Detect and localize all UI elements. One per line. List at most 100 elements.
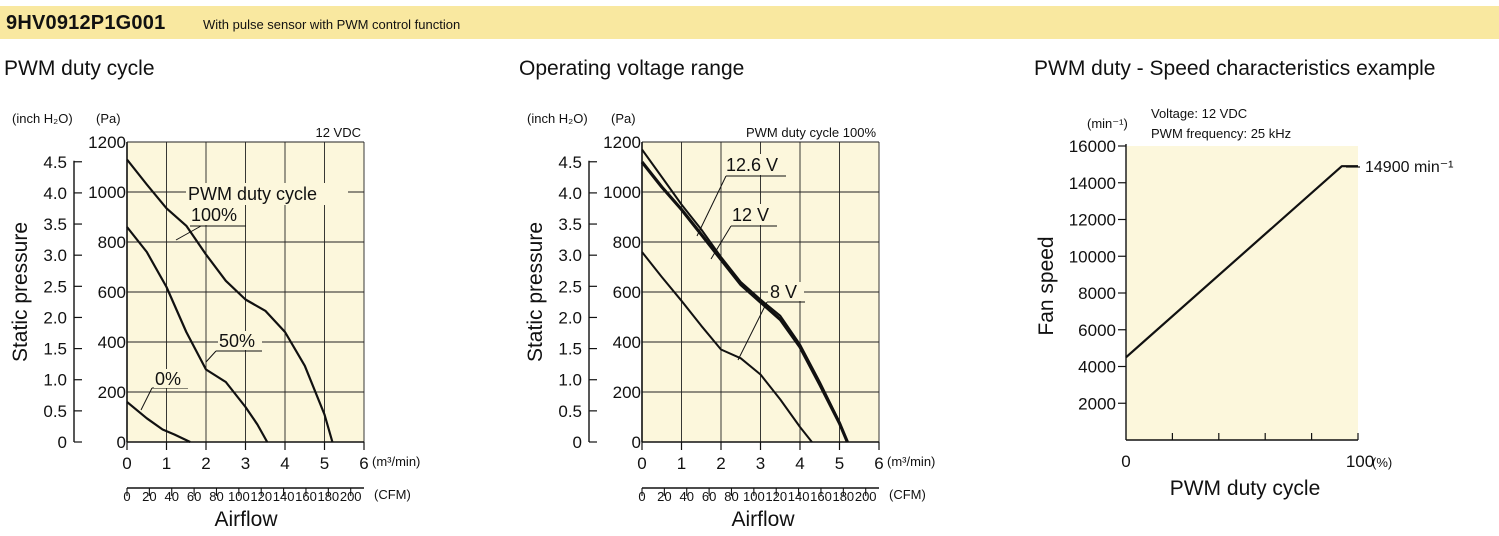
- y2-tick-label: 1.0: [558, 371, 582, 390]
- y-unit: (Pa): [611, 111, 636, 126]
- x-tick-label: 3: [241, 454, 250, 473]
- y2-tick-label: 3.5: [558, 215, 582, 234]
- x2-tick-label: 80: [209, 489, 223, 504]
- y-tick-label: 12000: [1069, 211, 1116, 230]
- y-tick-label: 4000: [1078, 358, 1116, 377]
- y-tick-label: 0: [632, 433, 641, 452]
- y-tick-label: 1200: [88, 133, 126, 152]
- pq-chart-voltage-range: 02004006008001000120000.51.01.52.02.53.0…: [524, 111, 935, 531]
- x2-tick-label: 20: [657, 489, 671, 504]
- y-unit: (min⁻¹): [1087, 116, 1128, 131]
- frequency-note: PWM frequency: 25 kHz: [1151, 126, 1291, 141]
- y2-tick-label: 3.5: [43, 215, 67, 234]
- y-tick-label: 1200: [603, 133, 641, 152]
- x2-unit: (CFM): [374, 487, 411, 502]
- voltage-note: 12 VDC: [315, 125, 361, 140]
- y-tick-label: 600: [613, 283, 641, 302]
- y-tick-label: 600: [98, 283, 126, 302]
- y-tick-label: 2000: [1078, 394, 1116, 413]
- y2-tick-label: 1.0: [43, 371, 67, 390]
- y-tick-label: 8000: [1078, 284, 1116, 303]
- x2-tick-label: 180: [832, 489, 854, 504]
- x2-tick-label: 0: [123, 489, 130, 504]
- y-tick-label: 14000: [1069, 174, 1116, 193]
- curve-2: [641, 251, 813, 443]
- curve-label-100: 100%: [191, 205, 237, 225]
- y2-tick-label: 4.0: [43, 184, 67, 203]
- x2-tick-label: 60: [187, 489, 201, 504]
- x-unit: (m³/min): [887, 454, 935, 469]
- y2-tick-label: 2.0: [43, 308, 67, 327]
- y-axis-label: Static pressure: [524, 222, 547, 362]
- x-tick-label: 5: [320, 454, 329, 473]
- x-unit: (m³/min): [372, 454, 420, 469]
- x-tick-label: 3: [756, 454, 765, 473]
- x2-tick-label: 80: [724, 489, 738, 504]
- max-speed-annotation: 14900 min⁻¹: [1365, 159, 1454, 176]
- y2-tick-label: 3.0: [558, 246, 582, 265]
- chart2-title: Operating voltage range: [519, 57, 745, 80]
- pwm-note: PWM duty cycle 100%: [746, 125, 876, 140]
- x2-tick-label: 160: [810, 489, 832, 504]
- y-tick-label: 400: [98, 333, 126, 352]
- x2-tick-label: 60: [702, 489, 716, 504]
- x2-tick-label: 180: [317, 489, 339, 504]
- y2-tick-label: 4.0: [558, 184, 582, 203]
- x2-tick-label: 40: [165, 489, 179, 504]
- y-tick-label: 800: [98, 233, 126, 252]
- y-axis-label: Static pressure: [9, 222, 32, 362]
- y-tick-label: 800: [613, 233, 641, 252]
- x-tick-label: 5: [835, 454, 844, 473]
- x2-tick-label: 160: [295, 489, 317, 504]
- speed-chart: 2000 4000 6000 8000 10000 12000 14000 16000 0 100…: [1035, 106, 1454, 500]
- x2-tick-label: 200: [855, 489, 877, 504]
- x-tick-label: 6: [874, 454, 883, 473]
- y2-tick-label: 0.5: [558, 402, 582, 421]
- x2-tick-label: 100: [228, 489, 250, 504]
- curve-1: [640, 161, 849, 443]
- x2-tick-label: 100: [743, 489, 765, 504]
- y2-tick-label: 4.5: [558, 153, 582, 172]
- x-tick-label: 0: [637, 454, 646, 473]
- curve-label-0: 0%: [155, 369, 181, 389]
- chart1-title: PWM duty cycle: [4, 57, 155, 80]
- y-tick-label: 10000: [1069, 247, 1116, 266]
- curve-2: [126, 401, 191, 443]
- x-tick-label: 1: [677, 454, 686, 473]
- voltage-note: Voltage: 12 VDC: [1151, 106, 1247, 121]
- y-tick-label: 16000: [1069, 137, 1116, 156]
- y2-tick-label: 1.5: [558, 340, 582, 359]
- y2-tick-label: 2.0: [558, 308, 582, 327]
- y2-tick-label: 3.0: [43, 246, 67, 265]
- y-tick-label: 6000: [1078, 321, 1116, 340]
- speed-line: [1125, 165, 1358, 359]
- x2-tick-label: 120: [250, 489, 272, 504]
- x2-tick-label: 20: [142, 489, 156, 504]
- x-unit: (%): [1372, 455, 1392, 470]
- x2-tick-label: 120: [765, 489, 787, 504]
- curve-0: [126, 158, 334, 443]
- y-tick-label: 400: [613, 333, 641, 352]
- curve-label-8v: 8 V: [770, 282, 797, 302]
- model-description: With pulse sensor with PWM control funct…: [203, 17, 461, 32]
- x-axis-label: Airflow: [214, 508, 278, 531]
- y-tick-label: 200: [613, 383, 641, 402]
- y2-tick-label: 0.5: [43, 402, 67, 421]
- curve-label-12-6v: 12.6 V: [726, 155, 778, 175]
- y2-unit: (inch H₂O): [12, 111, 73, 126]
- curve-1: [126, 226, 269, 443]
- x-axis-label: Airflow: [731, 508, 795, 531]
- y-tick-label: 1000: [88, 183, 126, 202]
- x-tick-label: 4: [280, 454, 289, 473]
- chart3-title: PWM duty - Speed characteristics example: [1034, 57, 1436, 80]
- y-tick-label: 1000: [603, 183, 641, 202]
- x2-unit: (CFM): [889, 487, 926, 502]
- y-tick-label: 0: [117, 433, 126, 452]
- x-tick-label: 2: [201, 454, 210, 473]
- curve-label-50: 50%: [219, 331, 255, 351]
- y2-tick-label: 4.5: [43, 153, 67, 172]
- y2-tick-label: 0: [573, 433, 582, 452]
- x-tick-label: 1: [162, 454, 171, 473]
- x-tick-label: 0: [1121, 452, 1130, 471]
- x-tick-label: 6: [359, 454, 368, 473]
